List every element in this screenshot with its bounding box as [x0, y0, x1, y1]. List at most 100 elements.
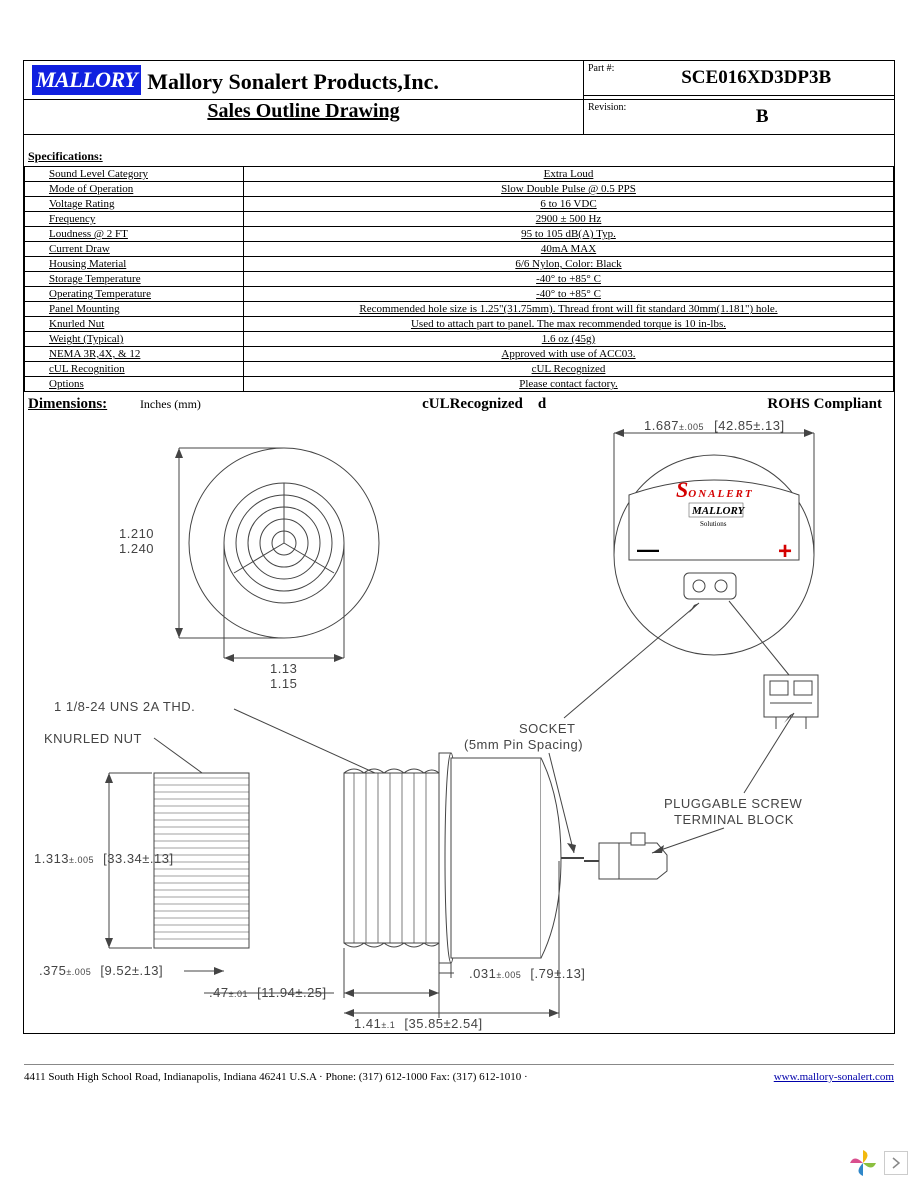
dim-thread-max: 1.15: [270, 676, 297, 691]
dim-dia-max: 1.240: [119, 541, 154, 556]
spec-key: Knurled Nut: [25, 317, 244, 332]
spec-key: Housing Material: [25, 257, 244, 272]
table-row: Knurled NutUsed to attach part to panel.…: [25, 317, 894, 332]
spec-value: 1.6 oz (45g): [244, 332, 894, 347]
height-dim: 1.313±.005 [33.34±.13]: [34, 851, 174, 866]
spec-table: Sound Level CategoryExtra LoudMode of Op…: [24, 166, 894, 392]
socket-callout-1: SOCKET: [519, 721, 575, 736]
rohs-compliant: ROHS Compliant: [767, 396, 882, 413]
table-row: OptionsPlease contact factory.: [25, 377, 894, 392]
dimensions-label: Dimensions: Inches (mm): [28, 396, 201, 413]
footer-address: 4411 South High School Road, Indianapoli…: [24, 1071, 528, 1083]
spec-value: Approved with use of ACC03.: [244, 347, 894, 362]
front-view: 1.210 1.240 1.13 1.15: [119, 448, 379, 691]
datasheet-page: MALLORY Mallory Sonalert Products,Inc. P…: [23, 60, 895, 1034]
base-dim: .375±.005 [9.52±.13]: [39, 963, 163, 978]
table-row: Panel MountingRecommended hole size is 1…: [25, 302, 894, 317]
table-row: Loudness @ 2 FT95 to 105 dB(A) Typ.: [25, 227, 894, 242]
table-row: Mode of OperationSlow Double Pulse @ 0.5…: [25, 182, 894, 197]
spec-key: Sound Level Category: [25, 167, 244, 182]
table-row: Sound Level CategoryExtra Loud: [25, 167, 894, 182]
spec-key: Voltage Rating: [25, 197, 244, 212]
units-text: Inches (mm): [140, 397, 201, 411]
spec-value: -40° to +85° C: [244, 287, 894, 302]
body-side-drawing: [344, 753, 584, 963]
table-row: Operating Temperature-40° to +85° C: [25, 287, 894, 302]
spec-key: Operating Temperature: [25, 287, 244, 302]
spec-key: Frequency: [25, 212, 244, 227]
dim-thread-min: 1.13: [270, 661, 297, 676]
corner-widget: [848, 1148, 908, 1178]
header: MALLORY Mallory Sonalert Products,Inc. P…: [24, 61, 894, 100]
footer: 4411 South High School Road, Indianapoli…: [24, 1064, 894, 1083]
spec-value: Slow Double Pulse @ 0.5 PPS: [244, 182, 894, 197]
spec-value: 40mA MAX: [244, 242, 894, 257]
spec-heading: Specifications:: [24, 135, 894, 166]
thread-note: 1 1/8-24 UNS 2A THD.: [54, 699, 195, 714]
solutions-text: Solutions: [700, 520, 727, 528]
spec-key: Panel Mounting: [25, 302, 244, 317]
rev-cell: Revision: B: [583, 100, 894, 134]
table-row: Storage Temperature-40° to +85° C: [25, 272, 894, 287]
table-row: Housing Material6/6 Nylon, Color: Black: [25, 257, 894, 272]
table-row: Weight (Typical)1.6 oz (45g): [25, 332, 894, 347]
table-row: NEMA 3R,4X, & 12Approved with use of ACC…: [25, 347, 894, 362]
spec-key: Mode of Operation: [25, 182, 244, 197]
technical-drawing: 1.210 1.240 1.13 1.15 SONALERT: [24, 413, 894, 1033]
mallory-logo: MALLORY: [32, 65, 141, 95]
flower-icon: [848, 1148, 878, 1178]
spec-value: cUL Recognized: [244, 362, 894, 377]
terminal-callout-2: TERMINAL BLOCK: [674, 812, 794, 827]
rev-label: Revision:: [584, 100, 630, 115]
dim-dia-min: 1.210: [119, 526, 154, 541]
spec-key: Loudness @ 2 FT: [25, 227, 244, 242]
cul-recognized: cULRecognized d: [422, 396, 546, 413]
header-left: MALLORY Mallory Sonalert Products,Inc.: [24, 61, 583, 99]
table-row: Voltage Rating6 to 16 VDC: [25, 197, 894, 212]
company-name: Mallory Sonalert Products,Inc.: [147, 69, 439, 95]
dim-label-text: Dimensions:: [28, 396, 107, 412]
terminal-callout-1: PLUGGABLE SCREW: [664, 796, 802, 811]
table-row: Current Draw40mA MAX: [25, 242, 894, 257]
part-number-row: Part #: SCE016XD3DP3B: [584, 61, 894, 96]
spec-key: Weight (Typical): [25, 332, 244, 347]
part-value: SCE016XD3DP3B: [618, 67, 894, 89]
spec-value: Used to attach part to panel. The max re…: [244, 317, 894, 332]
rev-value: B: [630, 106, 894, 128]
header-right: Part #: SCE016XD3DP3B: [583, 61, 894, 99]
part-label: Part #:: [584, 61, 618, 76]
dimensions-header: Dimensions: Inches (mm) cULRecognized d …: [24, 392, 894, 413]
spec-value: Please contact factory.: [244, 377, 894, 392]
spec-value: 95 to 105 dB(A) Typ.: [244, 227, 894, 242]
footer-link[interactable]: www.mallory-sonalert.com: [774, 1071, 894, 1083]
drawing-area: 1.210 1.240 1.13 1.15 SONALERT: [24, 413, 894, 1033]
revision-row: Revision: B: [584, 100, 894, 134]
spec-value: -40° to +85° C: [244, 272, 894, 287]
cul-d: d: [538, 396, 546, 412]
spec-key: NEMA 3R,4X, & 12: [25, 347, 244, 362]
w141-dim: 1.41±.1 [35.85±2.54]: [354, 1016, 483, 1031]
subtitle-cell: Sales Outline Drawing: [24, 100, 583, 134]
w031-dim: .031±.005 [.79±.13]: [469, 966, 585, 981]
plus-terminal: +: [778, 538, 792, 565]
spec-value: 6 to 16 VDC: [244, 197, 894, 212]
spec-value: 6/6 Nylon, Color: Black: [244, 257, 894, 272]
spec-key: cUL Recognition: [25, 362, 244, 377]
drawing-title: Sales Outline Drawing: [207, 100, 399, 122]
spec-key: Storage Temperature: [25, 272, 244, 287]
terminal-side-detail: [584, 833, 667, 879]
subtitle-row: Sales Outline Drawing Revision: B: [24, 100, 894, 135]
spec-value: 2900 ± 500 Hz: [244, 212, 894, 227]
next-page-button[interactable]: [884, 1151, 908, 1175]
spec-value: Extra Loud: [244, 167, 894, 182]
terminal-block-detail: [764, 675, 818, 729]
spec-key: Options: [25, 377, 244, 392]
rear-view: SONALERT MALLORY Solutions — + 1.687±.00…: [614, 418, 818, 729]
table-row: cUL RecognitioncUL Recognized: [25, 362, 894, 377]
spec-key: Current Draw: [25, 242, 244, 257]
chevron-right-icon: [892, 1157, 900, 1169]
mallory-text: MALLORY: [691, 505, 746, 517]
cul-text: cULRecognized: [422, 396, 523, 412]
minus-terminal: —: [637, 537, 659, 562]
spec-value: Recommended hole size is 1.25"(31.75mm).…: [244, 302, 894, 317]
